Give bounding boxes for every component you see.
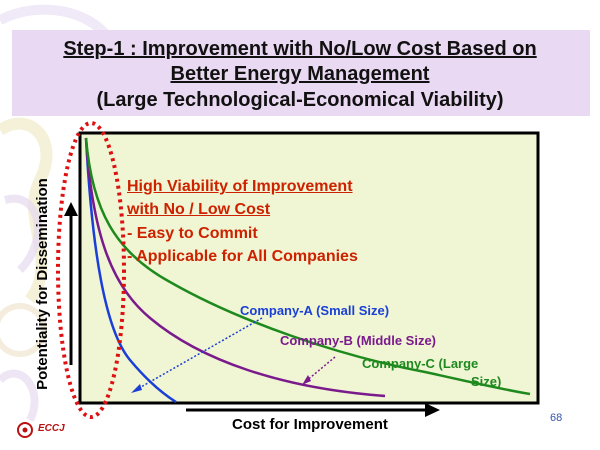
eccj-logo-text: ECCJ [38,423,65,434]
title-line-3: (Large Technological-Economical Viabilit… [96,89,504,111]
company-a-pointer-head [131,384,142,393]
company-b-pointer-head [302,375,311,385]
company-c-label-line-1: Company-C (Large [362,356,479,371]
page-number: 68 [550,412,563,424]
x-axis-arrowhead [425,403,440,417]
x-axis-label: Cost for Improvement [232,416,388,433]
company-a-pointer [133,317,263,392]
company-b-curve [84,137,386,398]
eccj-logo-icon [17,422,33,438]
annotation-bullet-1: - Easy to Commit [127,225,258,242]
company-a-curve [84,137,177,404]
annotation-bullet-2: - Applicable for All Companies [127,248,358,265]
annotation-heading-2: with No / Low Cost [127,201,271,218]
company-b-pointer [304,356,336,383]
title-line-2: Better Energy Management [170,63,430,85]
title-box [12,30,590,116]
company-c-label-line-2: Size) [471,374,502,389]
annotation-heading-1: High Viability of Improvement [127,178,353,195]
highlight-ellipse [56,121,126,419]
y-axis-arrowhead [64,202,78,216]
company-c-curve [84,137,531,396]
plot-area [78,131,540,405]
company-b-label: Company-B (Middle Size) [280,333,437,348]
y-axis-label: Potentiality for Dissemination [34,178,51,390]
title-line-1: Step-1 : Improvement with No/Low Cost Ba… [63,38,537,60]
company-a-label: Company-A (Small Size) [240,303,390,318]
